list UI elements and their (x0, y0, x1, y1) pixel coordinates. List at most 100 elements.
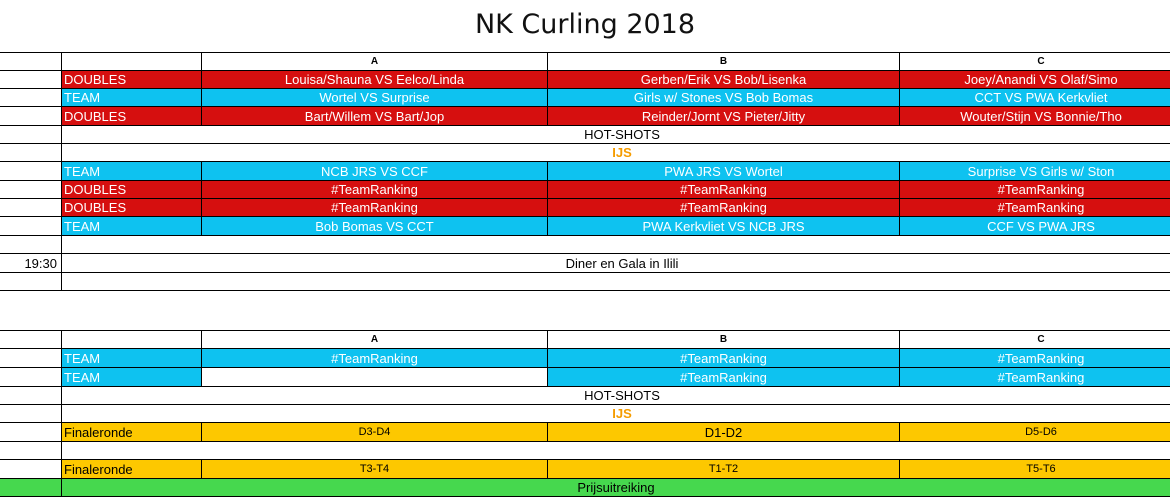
match-cell-b[interactable]: Gerben/Erik VS Bob/Lisenka (548, 71, 900, 88)
dinner-row: 19:30 Diner en Gala in Ilili (0, 254, 1170, 273)
match-cell-b[interactable]: Girls w/ Stones VS Bob Bomas (548, 89, 900, 106)
dinner-cell[interactable]: Diner en Gala in Ilili (565, 255, 679, 271)
time-cell[interactable] (0, 460, 62, 478)
type-cell[interactable]: DOUBLES (62, 71, 202, 88)
time-cell[interactable] (0, 442, 62, 459)
match-cell-a[interactable]: Wortel VS Surprise (202, 89, 548, 106)
time-cell[interactable] (0, 349, 62, 367)
match-cell-c[interactable]: #TeamRanking (997, 200, 1085, 215)
time-cell[interactable] (0, 71, 62, 88)
time-cell[interactable] (0, 199, 62, 216)
time-cell[interactable] (0, 331, 62, 348)
type-cell[interactable] (62, 53, 202, 70)
table-row: DOUBLES #TeamRanking #TeamRanking #TeamR… (0, 199, 1170, 217)
time-cell[interactable] (0, 368, 62, 386)
column-header-a[interactable]: A (202, 331, 548, 348)
time-cell[interactable] (0, 423, 62, 441)
empty-cell[interactable] (62, 273, 1170, 290)
finale-cell-c[interactable]: T5-T6 (1026, 463, 1056, 475)
match-cell-c[interactable]: Wouter/Stijn VS Bonnie/Tho (960, 108, 1122, 124)
type-cell[interactable]: DOUBLES (62, 107, 202, 125)
type-cell[interactable]: DOUBLES (62, 199, 202, 216)
match-cell-b[interactable]: #TeamRanking (548, 199, 900, 216)
finale-row: Finaleronde T3-T4 T1-T2 T5-T6 (0, 460, 1170, 479)
type-cell[interactable]: DOUBLES (62, 181, 202, 198)
match-cell-a[interactable]: Bart/Willem VS Bart/Jop (202, 107, 548, 125)
match-cell-b[interactable]: PWA Kerkvliet VS NCB JRS (548, 217, 900, 235)
empty-row (0, 442, 1170, 460)
time-cell[interactable] (0, 217, 62, 235)
table-row: TEAM #TeamRanking #TeamRanking (0, 368, 1170, 387)
finale-cell-c[interactable]: D5-D6 (1025, 426, 1057, 438)
table-row: TEAM Bob Bomas VS CCT PWA Kerkvliet VS N… (0, 217, 1170, 236)
match-cell-a[interactable]: #TeamRanking (202, 199, 548, 216)
finale-cell-b[interactable]: T1-T2 (548, 460, 900, 478)
time-cell[interactable] (0, 181, 62, 198)
type-cell[interactable]: TEAM (62, 162, 202, 180)
time-cell[interactable] (0, 144, 62, 161)
type-cell[interactable]: Finaleronde (62, 460, 202, 478)
hotshots-cell[interactable]: HOT-SHOTS (584, 388, 660, 403)
time-cell[interactable] (0, 89, 62, 106)
column-header-b[interactable]: B (548, 53, 900, 70)
type-cell[interactable] (62, 331, 202, 348)
ijs-row: IJS (0, 405, 1170, 423)
column-header-c[interactable]: C (1037, 56, 1045, 67)
match-cell-b[interactable]: #TeamRanking (548, 181, 900, 198)
type-cell[interactable]: TEAM (62, 89, 202, 106)
empty-row (0, 236, 1170, 254)
match-cell-c[interactable]: #TeamRanking (997, 369, 1085, 385)
match-cell-a[interactable]: #TeamRanking (202, 181, 548, 198)
match-cell-c[interactable]: #TeamRanking (997, 182, 1085, 197)
dinner-time-cell[interactable]: 19:30 (0, 254, 62, 272)
type-cell[interactable]: TEAM (62, 368, 202, 386)
empty-cell[interactable] (62, 442, 1170, 459)
ijs-cell[interactable]: IJS (612, 145, 632, 160)
time-cell[interactable] (0, 162, 62, 180)
finale-cell-a[interactable]: D3-D4 (202, 423, 548, 441)
match-cell-c[interactable]: CCF VS PWA JRS (987, 218, 1095, 234)
time-cell[interactable] (0, 479, 62, 496)
ijs-cell[interactable]: IJS (612, 406, 632, 421)
match-cell-a[interactable]: #TeamRanking (202, 349, 548, 367)
hotshots-row: HOT-SHOTS (0, 126, 1170, 144)
match-cell-c[interactable]: Surprise VS Girls w/ Ston (967, 163, 1115, 179)
match-cell-b[interactable]: #TeamRanking (548, 368, 900, 386)
finale-cell-b[interactable]: D1-D2 (548, 423, 900, 441)
time-cell[interactable] (0, 236, 62, 253)
time-cell[interactable] (0, 53, 62, 70)
match-cell-b[interactable]: PWA JRS VS Wortel (548, 162, 900, 180)
match-cell-a[interactable] (202, 368, 548, 386)
table-row: DOUBLES Louisa/Shauna VS Eelco/Linda Ger… (0, 71, 1170, 89)
column-header-a[interactable]: A (202, 53, 548, 70)
match-cell-a[interactable]: Bob Bomas VS CCT (202, 217, 548, 235)
column-header-row: A B C (0, 53, 1170, 71)
page-title: NK Curling 2018 (474, 9, 696, 40)
match-cell-b[interactable]: #TeamRanking (548, 349, 900, 367)
match-cell-a[interactable]: NCB JRS VS CCF (202, 162, 548, 180)
match-cell-a[interactable]: Louisa/Shauna VS Eelco/Linda (202, 71, 548, 88)
ijs-row: IJS (0, 144, 1170, 162)
schedule-section-1: A B C DOUBLES Louisa/Shauna VS Eelco/Lin… (0, 52, 1170, 291)
time-cell[interactable] (0, 126, 62, 143)
time-cell[interactable] (0, 107, 62, 125)
table-row: TEAM Wortel VS Surprise Girls w/ Stones … (0, 89, 1170, 107)
type-cell[interactable]: Finaleronde (62, 423, 202, 441)
match-cell-c[interactable]: #TeamRanking (997, 350, 1085, 366)
time-cell[interactable] (0, 405, 62, 422)
hotshots-row: HOT-SHOTS (0, 387, 1170, 405)
time-cell[interactable] (0, 387, 62, 404)
type-cell[interactable]: TEAM (62, 349, 202, 367)
finale-cell-a[interactable]: T3-T4 (202, 460, 548, 478)
column-header-b[interactable]: B (548, 331, 900, 348)
prize-cell[interactable]: Prijsuitreiking (577, 480, 655, 495)
match-cell-c[interactable]: Joey/Anandi VS Olaf/Simo (964, 72, 1118, 87)
empty-cell[interactable] (62, 236, 1170, 253)
hotshots-cell[interactable]: HOT-SHOTS (584, 127, 660, 142)
table-row: TEAM NCB JRS VS CCF PWA JRS VS Wortel Su… (0, 162, 1170, 181)
column-header-c[interactable]: C (1037, 334, 1045, 345)
type-cell[interactable]: TEAM (62, 217, 202, 235)
match-cell-c[interactable]: CCT VS PWA Kerkvliet (974, 90, 1108, 105)
time-cell[interactable] (0, 273, 62, 290)
match-cell-b[interactable]: Reinder/Jornt VS Pieter/Jitty (548, 107, 900, 125)
